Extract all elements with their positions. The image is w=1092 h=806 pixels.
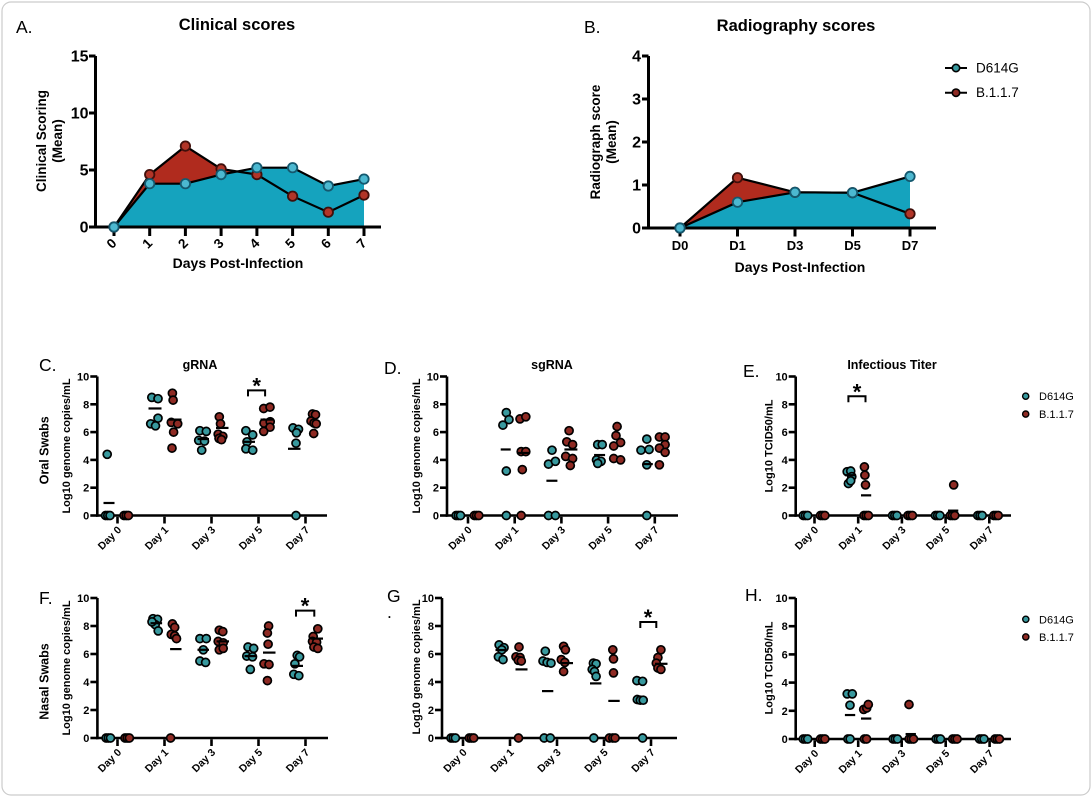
svg-text:8: 8 xyxy=(428,621,434,633)
svg-text:2: 2 xyxy=(83,705,89,717)
svg-text:C.: C. xyxy=(39,355,57,375)
svg-text:D5: D5 xyxy=(844,238,861,253)
svg-text:2: 2 xyxy=(782,483,788,495)
svg-text:Infectious Titer: Infectious Titer xyxy=(847,358,937,372)
svg-text:H.: H. xyxy=(745,585,763,605)
svg-text:B.1.1.7: B.1.1.7 xyxy=(1039,409,1074,421)
svg-text:Radiography scores: Radiography scores xyxy=(717,17,876,35)
svg-text:8: 8 xyxy=(83,621,89,633)
svg-text:4: 4 xyxy=(83,455,90,467)
svg-text:G: G xyxy=(387,586,401,606)
svg-text:Nasal Swabs: Nasal Swabs xyxy=(38,643,52,719)
svg-text:D1: D1 xyxy=(729,238,746,253)
svg-text:*: * xyxy=(301,594,310,619)
svg-text:Log10 TCID50/mL: Log10 TCID50/mL xyxy=(764,621,776,714)
svg-text:4: 4 xyxy=(433,455,440,467)
svg-text:0: 0 xyxy=(632,221,641,238)
svg-text:Log10 genome copies/mL: Log10 genome copies/mL xyxy=(411,599,423,734)
svg-text:*: * xyxy=(853,379,862,404)
svg-text:2: 2 xyxy=(83,483,89,495)
svg-text:1: 1 xyxy=(632,178,641,195)
svg-text:*: * xyxy=(252,373,261,398)
svg-text:*: * xyxy=(644,605,653,630)
svg-text:A.: A. xyxy=(16,17,33,37)
svg-text:10: 10 xyxy=(775,593,787,605)
svg-text:D614G: D614G xyxy=(1039,391,1074,403)
svg-text:8: 8 xyxy=(782,399,788,411)
svg-text:D614G: D614G xyxy=(1039,614,1074,626)
svg-text:Days Post-Infection: Days Post-Infection xyxy=(735,259,866,275)
svg-text:Radiograph score: Radiograph score xyxy=(588,84,603,199)
svg-text:sgRNA: sgRNA xyxy=(531,358,573,372)
svg-text:Clinical Scoring: Clinical Scoring xyxy=(34,90,49,192)
svg-text:Clinical scores: Clinical scores xyxy=(179,16,295,34)
svg-text:10: 10 xyxy=(77,372,89,384)
svg-text:B.1.1.7: B.1.1.7 xyxy=(1039,632,1074,644)
svg-text:8: 8 xyxy=(782,621,788,633)
svg-text:2: 2 xyxy=(433,483,439,495)
svg-text:F.: F. xyxy=(39,588,53,608)
svg-text:0: 0 xyxy=(433,511,439,523)
svg-text:2: 2 xyxy=(428,705,434,717)
svg-text:2: 2 xyxy=(782,706,788,718)
svg-text:6: 6 xyxy=(433,427,439,439)
svg-text:Log10 TCID50/mL: Log10 TCID50/mL xyxy=(764,399,776,492)
svg-text:4: 4 xyxy=(782,678,789,690)
svg-text:5: 5 xyxy=(80,163,89,180)
svg-text:B.: B. xyxy=(584,17,601,37)
svg-text:2: 2 xyxy=(632,135,641,152)
svg-text:Log10 genome copies/mL: Log10 genome copies/mL xyxy=(61,600,73,735)
svg-text:0: 0 xyxy=(83,511,89,523)
svg-text:D3: D3 xyxy=(787,238,804,253)
svg-text:0: 0 xyxy=(782,734,788,746)
svg-text:10: 10 xyxy=(775,372,787,384)
svg-text:B.1.1.7: B.1.1.7 xyxy=(976,85,1019,100)
svg-text:6: 6 xyxy=(83,649,89,661)
svg-text:D0: D0 xyxy=(672,238,689,253)
svg-text:(Mean): (Mean) xyxy=(604,120,619,164)
svg-text:4: 4 xyxy=(632,49,641,66)
svg-text:10: 10 xyxy=(422,593,434,605)
svg-text:0: 0 xyxy=(80,220,89,237)
svg-text:6: 6 xyxy=(83,427,89,439)
svg-text:8: 8 xyxy=(83,399,89,411)
svg-text:0: 0 xyxy=(428,733,434,745)
svg-text:(Mean): (Mean) xyxy=(50,119,65,163)
svg-text:4: 4 xyxy=(83,677,90,689)
svg-text:0: 0 xyxy=(782,511,788,523)
svg-text:10: 10 xyxy=(427,372,439,384)
svg-text:6: 6 xyxy=(428,649,434,661)
svg-text:4: 4 xyxy=(782,455,789,467)
svg-text:D614G: D614G xyxy=(976,61,1019,76)
svg-text:4: 4 xyxy=(428,677,435,689)
svg-text:8: 8 xyxy=(433,399,439,411)
svg-text:E.: E. xyxy=(743,361,760,381)
svg-text:D.: D. xyxy=(384,358,402,378)
svg-text:Log10 genome copies/mL: Log10 genome copies/mL xyxy=(411,378,423,513)
svg-text:3: 3 xyxy=(632,92,641,109)
svg-text:10: 10 xyxy=(71,106,89,123)
svg-text:6: 6 xyxy=(782,427,788,439)
svg-text:0: 0 xyxy=(83,733,89,745)
svg-text:6: 6 xyxy=(782,649,788,661)
svg-text:15: 15 xyxy=(71,49,89,66)
svg-text:Oral Swabs: Oral Swabs xyxy=(38,416,52,484)
svg-text:Log10 genome copies/mL: Log10 genome copies/mL xyxy=(61,378,73,513)
svg-text:10: 10 xyxy=(77,593,89,605)
svg-text:Days Post-Infection: Days Post-Infection xyxy=(173,255,304,271)
svg-text:D7: D7 xyxy=(902,238,919,253)
svg-text:.: . xyxy=(387,602,392,622)
svg-text:gRNA: gRNA xyxy=(183,358,218,372)
